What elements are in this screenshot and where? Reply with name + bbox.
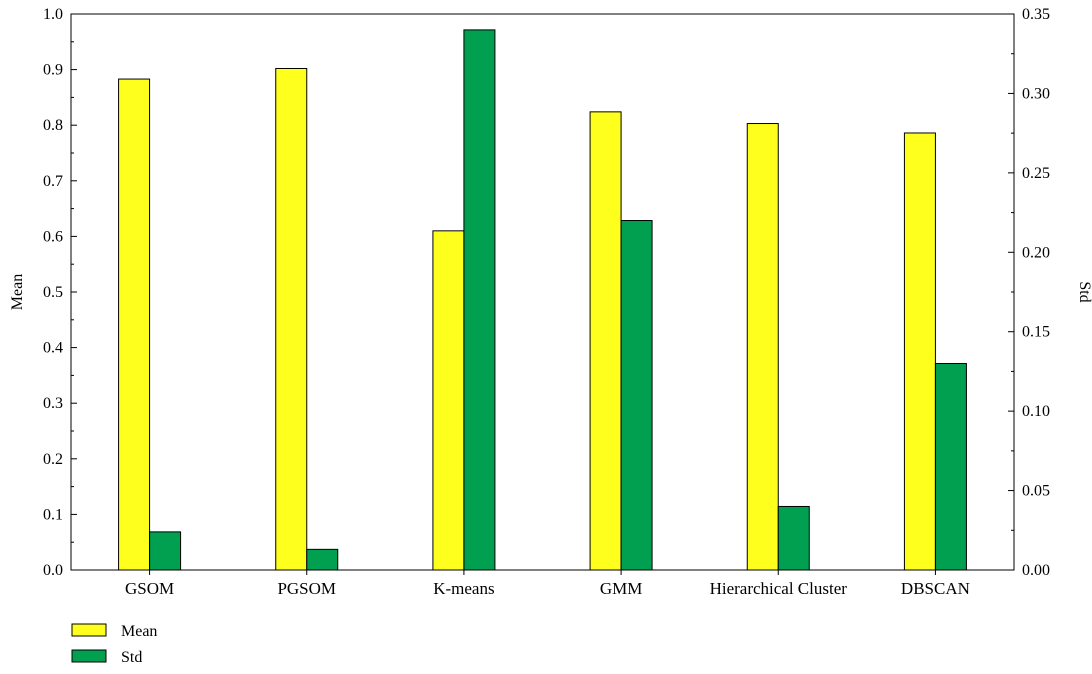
y-right-tick-label: 0.35: [1022, 6, 1050, 23]
x-tick-label: GMM: [600, 579, 643, 598]
legend-label-std: Std: [121, 649, 142, 666]
y-right-axis-label: Std: [1076, 281, 1092, 302]
x-tick-label: PGSOM: [277, 579, 336, 598]
plot-area: [70, 13, 1015, 571]
bar-std-dbscan: [934, 362, 967, 571]
y-left-tick-label: 0.9: [43, 62, 63, 79]
y-left-tick-label: 0.8: [43, 117, 63, 134]
y-left-tick-label: 0.7: [43, 173, 63, 190]
bar-std-hierarchical-cluster: [777, 505, 810, 571]
x-tick-label: DBSCAN: [901, 579, 970, 598]
y-left-tick-label: 0.3: [43, 395, 63, 412]
y-left-tick-label: 0.1: [43, 506, 63, 523]
bar-mean-k-means: [432, 230, 465, 571]
bar-std-gmm: [620, 220, 653, 571]
legend-swatch-mean: [71, 623, 107, 637]
bar-std-pgsom: [306, 548, 339, 571]
y-right-tick-label: 0.10: [1022, 403, 1050, 420]
x-tick-label: K-means: [433, 579, 494, 598]
y-left-tick-label: 0.6: [43, 228, 63, 245]
bars: [118, 29, 967, 571]
axes: GSOM PGSOM K-means GMM Hierarchical Cluster D…: [9, 6, 1092, 598]
bar-mean-hierarchical-cluster: [746, 123, 779, 571]
legend-label-mean: Mean: [121, 623, 157, 640]
legend: Mean Std: [71, 623, 157, 666]
y-right-tick-label: 0.15: [1022, 324, 1050, 341]
bar-mean-gmm: [589, 111, 622, 571]
y-left-tick-label: 0.2: [43, 451, 63, 468]
plot-frame: [70, 13, 1015, 571]
bar-mean-gsom: [118, 78, 151, 571]
y-right-tick-label: 0.20: [1022, 244, 1050, 261]
bar-mean-pgsom: [275, 67, 308, 571]
bar-std-gsom: [149, 531, 182, 571]
y-left-tick-label: 1.0: [43, 6, 63, 23]
bar-std-k-means: [463, 29, 496, 571]
y-right-tick-label: 0.00: [1022, 562, 1050, 579]
x-tick-label: Hierarchical Cluster: [710, 579, 848, 598]
bar-mean-dbscan: [903, 132, 936, 571]
y-right-tick-label: 0.30: [1022, 85, 1050, 102]
y-left-tick-label: 0.5: [43, 284, 63, 301]
x-tick-label: GSOM: [125, 579, 174, 598]
y-right-tick-label: 0.25: [1022, 165, 1050, 182]
y-right-tick-label: 0.05: [1022, 483, 1050, 500]
legend-swatch-std: [71, 649, 107, 663]
y-left-tick-label: 0.4: [43, 340, 63, 357]
y-left-tick-label: 0.0: [43, 562, 63, 579]
y-left-axis-label: Mean: [9, 274, 26, 310]
